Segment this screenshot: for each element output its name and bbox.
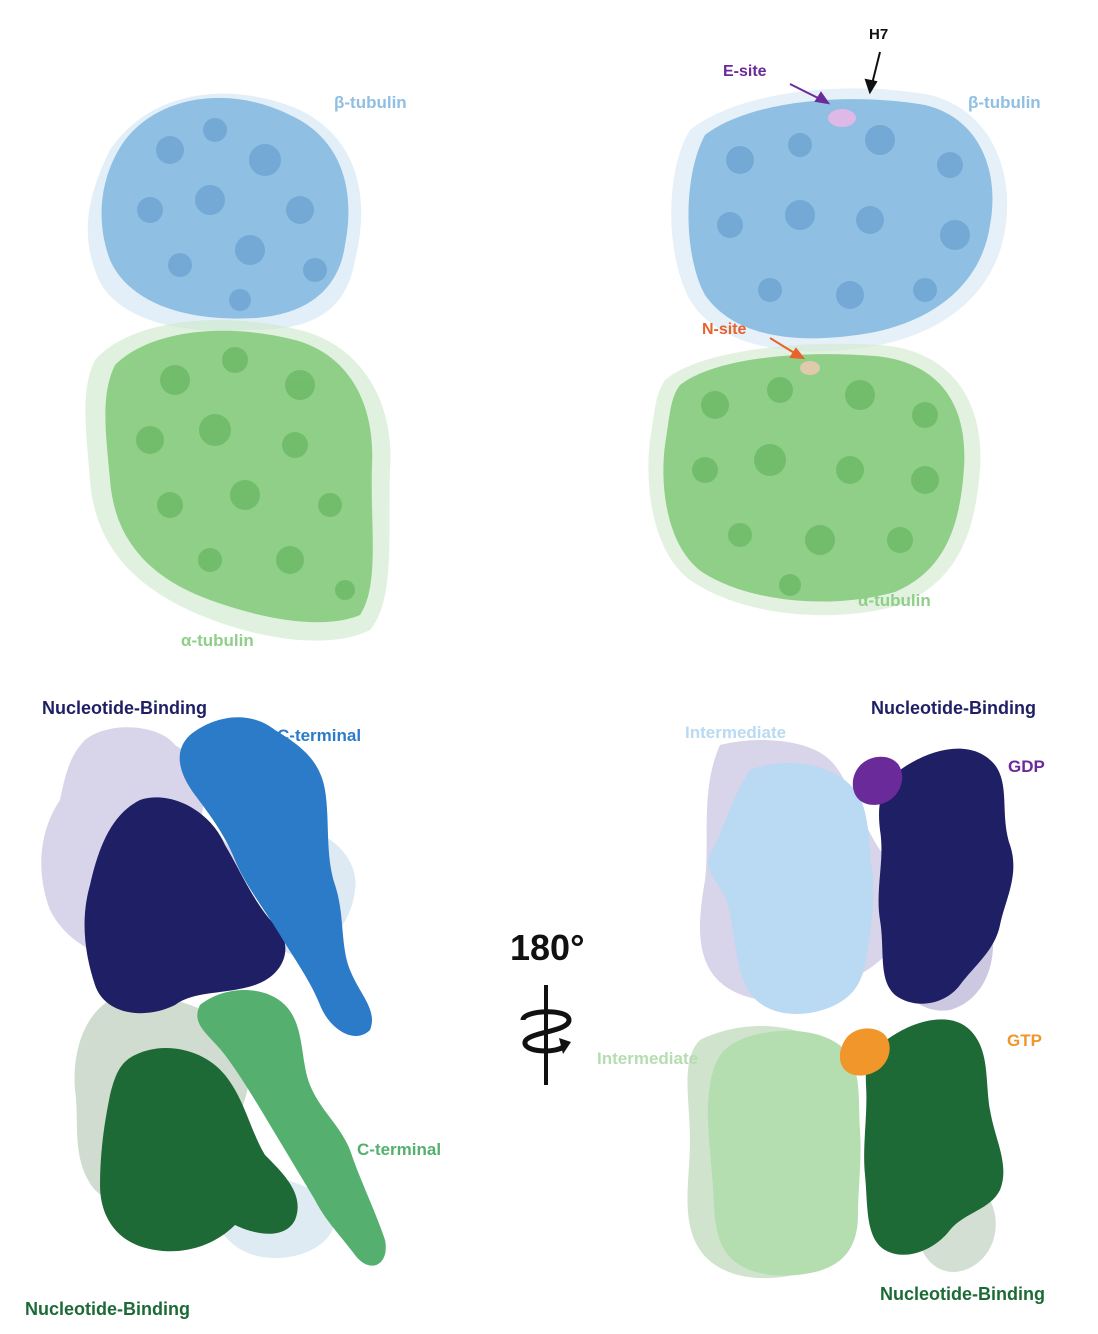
- alpha-intermediate-domain-right: [707, 1030, 861, 1276]
- alpha-nucleotide-binding-domain-right: [864, 1019, 1004, 1255]
- alpha-density-left: [105, 330, 373, 623]
- h7-label: H7: [869, 26, 889, 43]
- esite-density: [828, 109, 856, 127]
- beta-intermediate-label-right: Intermediate: [685, 723, 787, 742]
- beta-c-terminal-domain-left: [179, 717, 372, 1036]
- gtp-ligand: [839, 1028, 890, 1076]
- beta-density-right: [688, 99, 993, 339]
- beta-nucleotide-binding-domain-right: [878, 748, 1014, 1004]
- alpha-nucleotide-binding-label-right: Nucleotide-Binding: [880, 1284, 1045, 1304]
- alpha-tubulin-label-left: α-tubulin: [181, 631, 254, 650]
- esite-label: E-site: [723, 63, 767, 80]
- beta-c-terminal-label-left: C-terminal: [277, 726, 362, 745]
- beta-tubulin-label-left: β-tubulin: [334, 93, 407, 112]
- beta-nucleotide-binding-label-right: Nucleotide-Binding: [871, 698, 1036, 718]
- beta-nucleotide-binding-domain-left: [84, 797, 286, 1014]
- h7-arrow: [864, 51, 881, 95]
- alpha-intermediate-label-right: Intermediate: [597, 1049, 699, 1068]
- alpha-nucleotide-binding-domain-left: [100, 1047, 298, 1252]
- beta-intermediate-domain-right: [708, 762, 874, 1014]
- nsite-density: [800, 361, 820, 375]
- beta-nucleotide-binding-label-left: Nucleotide-Binding: [42, 698, 207, 718]
- esite-arrow: [789, 83, 831, 105]
- alpha-nucleotide-binding-label-left: Nucleotide-Binding: [25, 1299, 190, 1319]
- rotation-label: 180°: [510, 927, 585, 968]
- gdp-ligand: [852, 756, 903, 805]
- alpha-c-terminal-label-left: C-terminal: [357, 1140, 442, 1159]
- gtp-label: GTP: [1007, 1031, 1042, 1050]
- nsite-arrow: [769, 337, 806, 360]
- gdp-label: GDP: [1008, 757, 1045, 776]
- beta-tubulin-label-right: β-tubulin: [968, 93, 1041, 112]
- nsite-label: N-site: [702, 321, 747, 338]
- rotation-arrow-icon: [520, 985, 572, 1085]
- alpha-c-terminal-domain-left: [197, 990, 386, 1266]
- alpha-tubulin-label-right: α-tubulin: [858, 591, 931, 610]
